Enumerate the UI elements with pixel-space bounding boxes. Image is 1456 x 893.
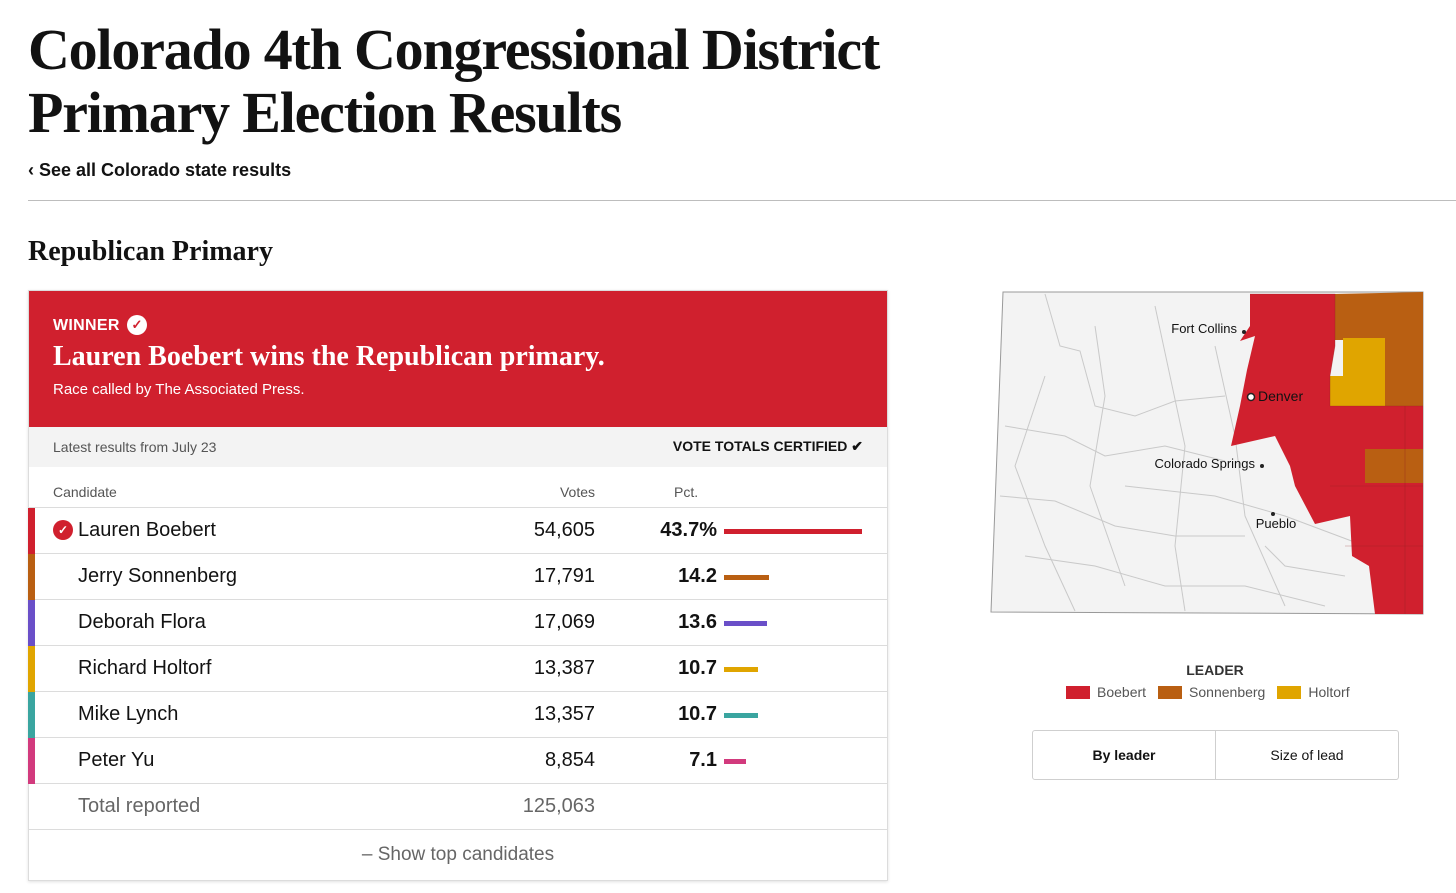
candidate-pct-bar (724, 529, 862, 534)
size-of-lead-button[interactable]: Size of lead (1270, 747, 1344, 763)
candidate-pct: 7.1 (689, 749, 717, 771)
legend-swatch (1277, 686, 1302, 699)
candidate-votes: 54,605 (533, 519, 595, 541)
legend-swatch (1158, 686, 1183, 699)
district-map[interactable]: Fort Collins Denver Colorado Springs Pue… (985, 286, 1433, 622)
pueblo-label: Pueblo (1256, 516, 1296, 531)
sonnenberg-counties-east (1365, 449, 1423, 483)
status-bar: Latest results from July 23 VOTE TOTALS … (29, 427, 887, 467)
candidate-color-swatch (28, 646, 35, 692)
map-legend: Boebert Sonnenberg Holtorf (1066, 684, 1362, 700)
total-votes: 125,063 (522, 795, 595, 817)
legend-label: Sonnenberg (1189, 684, 1266, 700)
winner-check-icon: ✓ (127, 315, 147, 335)
legend-label: Boebert (1097, 684, 1147, 700)
holtorf-counties (1330, 338, 1385, 406)
winner-banner: WINNER ✓ Lauren Boebert wins the Republi… (29, 291, 887, 427)
legend-item: Sonnenberg (1158, 684, 1265, 700)
candidate-color-swatch (28, 600, 35, 646)
fort-collins-marker (1242, 330, 1246, 334)
candidate-rows: ✓ Lauren Boebert 54,605 43.7% Jerry Sonnenbe… (28, 508, 887, 784)
candidate-votes: 8,854 (544, 749, 595, 771)
divider (28, 200, 1456, 201)
candidate-votes: 13,387 (533, 657, 595, 679)
see-all-state-results-link[interactable]: ‹ See all Colorado state results (28, 160, 292, 180)
district-borders (1250, 293, 1423, 614)
legend-item: Holtorf (1277, 684, 1350, 700)
sonnenberg-counties (1335, 292, 1423, 406)
legend-swatch (1066, 686, 1090, 699)
section-title: Republican Primary (28, 236, 273, 267)
colorado-springs-marker (1260, 464, 1264, 468)
candidate-name: Richard Holtorf (78, 657, 212, 679)
candidate-row: Richard Holtorf 13,387 10.7 (28, 646, 887, 692)
candidate-name: Deborah Flora (78, 611, 206, 633)
candidate-votes: 17,069 (533, 611, 595, 633)
candidate-pct: 10.7 (678, 703, 717, 725)
fort-collins-label: Fort Collins (1171, 321, 1237, 336)
candidate-color-swatch (28, 692, 35, 738)
candidate-pct-bar (724, 713, 758, 718)
results-card: WINNER ✓ Lauren Boebert wins the Republi… (28, 290, 888, 881)
total-label: Total reported (78, 795, 201, 817)
candidate-color-swatch (28, 738, 35, 784)
certified-status: VOTE TOTALS CERTIFIED ✔ (672, 438, 863, 454)
candidate-name: Lauren Boebert (78, 519, 216, 541)
candidate-votes: 13,357 (533, 703, 595, 725)
county-lines (999, 293, 1366, 612)
legend-item: Boebert (1066, 684, 1146, 700)
header-votes: Votes (559, 484, 595, 500)
legend-title: LEADER (1186, 662, 1244, 678)
candidate-row: Jerry Sonnenberg 17,791 14.2 (28, 554, 887, 600)
winner-headline: Lauren Boebert wins the Republican prima… (53, 341, 605, 372)
by-leader-button[interactable]: By leader (1033, 731, 1216, 779)
candidate-pct: 10.7 (678, 657, 717, 679)
candidate-pct-bar (724, 667, 758, 672)
latest-results-text: Latest results from July 23 (53, 439, 217, 455)
candidate-color-swatch (28, 508, 35, 554)
denver-marker (1246, 392, 1256, 402)
header-candidate: Candidate (53, 484, 117, 500)
candidate-pct: 43.7% (660, 519, 717, 541)
candidate-row: ✓ Lauren Boebert 54,605 43.7% (28, 508, 887, 554)
candidate-pct-bar (724, 621, 767, 626)
show-top-candidates-button[interactable]: – Show top candidates (361, 844, 555, 865)
winner-label: WINNER (53, 317, 120, 334)
header-pct: Pct. (674, 484, 699, 500)
candidate-name: Mike Lynch (78, 703, 179, 725)
table-header: Candidate Votes Pct. (29, 467, 887, 508)
race-called-text: Race called by The Associated Press. (53, 381, 305, 398)
winner-check-icon: ✓ (53, 520, 73, 540)
candidate-row: Peter Yu 8,854 7.1 (28, 738, 887, 784)
page-title: Colorado 4th Congressional District Prim… (28, 17, 880, 145)
candidate-row: Mike Lynch 13,357 10.7 (28, 692, 887, 738)
pueblo-marker (1271, 512, 1275, 516)
candidate-pct: 13.6 (678, 611, 717, 633)
candidate-row: Deborah Flora 17,069 13.6 (28, 600, 887, 646)
boebert-counties (1231, 294, 1423, 614)
candidate-name: Peter Yu (78, 749, 155, 771)
colorado-springs-label: Colorado Springs (1155, 456, 1256, 471)
candidate-color-swatch (28, 554, 35, 600)
candidate-name: Jerry Sonnenberg (78, 565, 237, 587)
candidate-pct-bar (724, 759, 747, 764)
candidate-votes: 17,791 (533, 565, 595, 587)
map-view-toggle: By leader Size of lead (1032, 730, 1399, 780)
denver-label: Denver (1258, 388, 1303, 404)
candidate-pct: 14.2 (678, 565, 717, 587)
legend-label: Holtorf (1308, 684, 1350, 700)
candidate-pct-bar (724, 575, 769, 580)
total-row: Total reported 125,063 (29, 784, 887, 830)
